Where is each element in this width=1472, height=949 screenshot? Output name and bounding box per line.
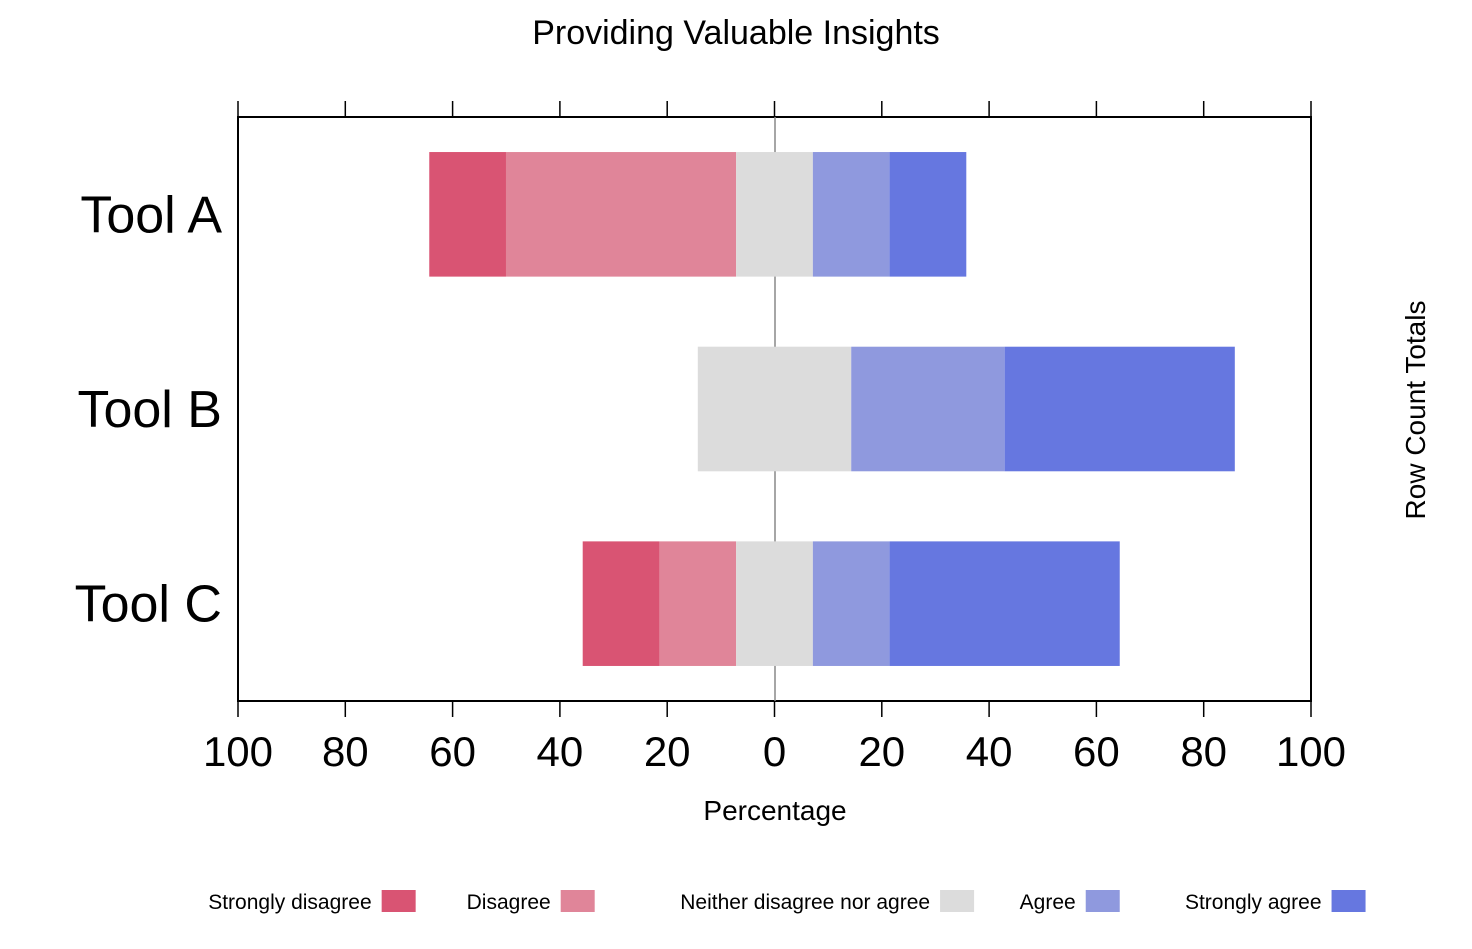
x-tick-label: 80: [322, 728, 369, 775]
x-tick-label: 60: [1073, 728, 1120, 775]
x-tick-label: 40: [966, 728, 1013, 775]
bar-tool-c-agree: [812, 541, 890, 666]
x-tick-label: 20: [644, 728, 691, 775]
legend-label-agree: Agree: [1020, 891, 1076, 914]
category-label-tool-a: Tool A: [80, 186, 222, 244]
x-tick-label: 80: [1180, 728, 1227, 775]
legend-label-neither-disagree-nor-agree: Neither disagree nor agree: [680, 891, 930, 914]
legend-swatch-agree: [1085, 890, 1120, 912]
legend-swatch-strongly-agree: [1331, 890, 1366, 912]
x-tick-label: 60: [429, 728, 476, 775]
legend-swatch-disagree: [560, 890, 595, 912]
x-tick-label: 100: [203, 728, 273, 775]
bars-layer: [429, 152, 1235, 666]
x-tick-label: 40: [537, 728, 584, 775]
chart-title: Providing Valuable Insights: [532, 14, 940, 52]
category-labels: Tool A Tool B Tool C: [75, 186, 223, 633]
right-axis-label: Row Count Totals: [1400, 301, 1431, 520]
bar-tool-c-strongly-agree: [889, 541, 1120, 666]
legend-label-strongly-disagree: Strongly disagree: [208, 891, 371, 914]
bar-tool-a-strongly-agree: [889, 152, 967, 277]
bar-tool-a-neither-disagree-nor-agree: [736, 152, 813, 277]
x-tick-label: 20: [858, 728, 905, 775]
bar-tool-b-strongly-agree: [1004, 346, 1235, 472]
bar-tool-a-disagree: [505, 152, 737, 277]
bar-tool-a-agree: [812, 152, 890, 277]
x-tick-label: 100: [1276, 728, 1346, 775]
bar-tool-c-neither-disagree-nor-agree: [736, 541, 813, 666]
ticks-layer: 100 80 60 40 20 0 20 40 60 80 100: [203, 101, 1346, 775]
category-label-tool-c: Tool C: [75, 576, 222, 634]
legend: Strongly disagree Disagree Neither disagre…: [208, 890, 1366, 914]
x-tick-label: 0: [763, 728, 786, 775]
bar-tool-b-agree: [851, 346, 1005, 472]
bar-tool-c-strongly-disagree: [582, 541, 660, 666]
legend-label-strongly-agree: Strongly agree: [1185, 891, 1322, 914]
bar-tool-a-strongly-disagree: [429, 152, 506, 277]
legend-swatch-neither-disagree-nor-agree: [940, 890, 975, 912]
legend-label-disagree: Disagree: [467, 891, 551, 914]
legend-swatch-strongly-disagree: [381, 890, 416, 912]
x-axis-label: Percentage: [703, 795, 846, 826]
bar-tool-c-disagree: [659, 541, 737, 666]
category-label-tool-b: Tool B: [77, 381, 222, 439]
bar-tool-b-neither-disagree-nor-agree: [697, 346, 852, 472]
